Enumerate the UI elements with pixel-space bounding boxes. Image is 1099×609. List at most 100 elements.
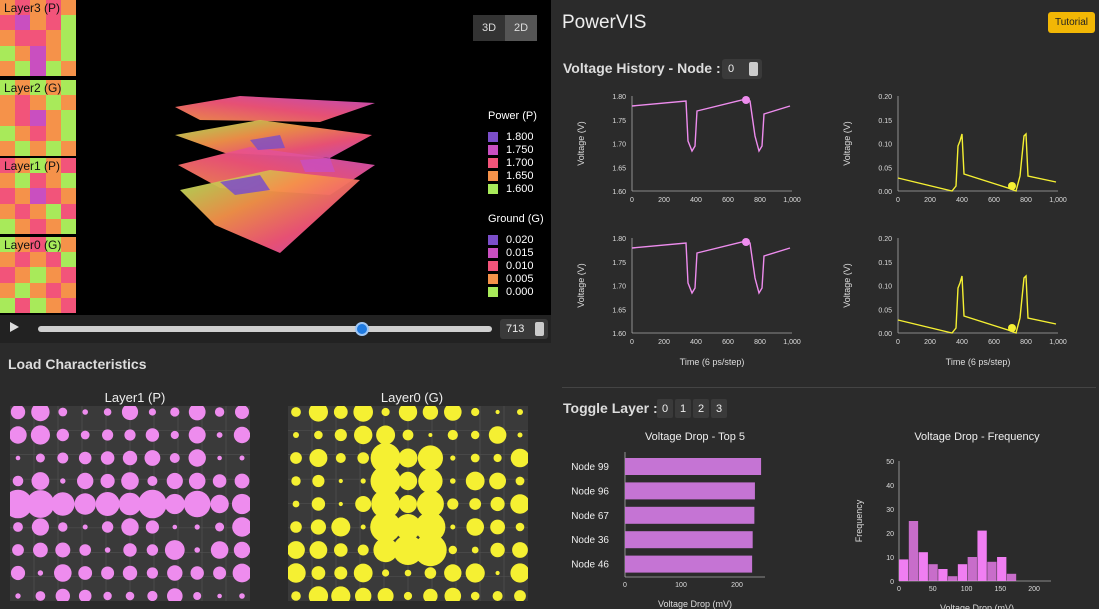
history-chart: 0.20 0.15 0.10 0.05 0.00 0 200 400 600 800 1,000 Vo… [842, 94, 1067, 204]
node-input[interactable]: 0 [722, 59, 762, 79]
load-circle [495, 409, 500, 415]
load-circle [166, 472, 183, 490]
y-tick-label: 1.70 [612, 284, 626, 291]
x-tick-label: 1,000 [1049, 339, 1067, 346]
time-slider-track[interactable] [38, 326, 492, 332]
load-circle [193, 592, 202, 600]
load-circle [517, 409, 523, 415]
load-circle [78, 451, 92, 465]
stacked-layer-surfaces[interactable] [0, 0, 551, 315]
x-tick-label: 600 [722, 339, 734, 346]
time-step-input[interactable]: 713 [500, 319, 548, 339]
load-circle [121, 406, 139, 421]
load-circle [360, 478, 366, 484]
load-circle [398, 406, 418, 422]
layer1-thumbnail[interactable]: Layer1 (P) [0, 158, 76, 234]
load-circle [125, 591, 135, 601]
tutorial-button[interactable]: Tutorial [1048, 12, 1095, 33]
load-circle [370, 511, 401, 543]
x-tick-label: 100 [961, 586, 973, 593]
load-circle [170, 407, 180, 417]
load-circle [471, 546, 479, 554]
y-tick-label: 1.75 [612, 118, 626, 125]
layer0-thumbnail[interactable]: Layer0 (G) [0, 237, 76, 313]
load-circle [213, 566, 227, 580]
load-circle [450, 455, 456, 461]
load-circle [311, 566, 326, 580]
load-circle [10, 426, 27, 444]
load-circle [415, 512, 446, 542]
history-chart: 0.20 0.15 0.10 0.05 0.00 0 200 400 600 800 1,000 Vo… [842, 236, 1067, 367]
y-axis-label: Voltage (V) [576, 121, 586, 166]
ground-legend-item: 0.005 [488, 272, 544, 285]
load-circle [57, 452, 69, 464]
spinner-arrows-icon[interactable] [749, 62, 758, 76]
load-circle [164, 493, 185, 515]
load-circle [466, 518, 484, 536]
y-tick-label: 50 [886, 459, 894, 466]
load-circle [514, 590, 526, 601]
power-legend-swatch [488, 144, 498, 155]
load-circle [123, 543, 137, 557]
load-circle [138, 489, 167, 519]
layer-option-0[interactable]: 0 [657, 399, 673, 418]
time-slider-handle[interactable] [354, 322, 369, 336]
load-circle [12, 544, 24, 556]
y-tick-label: 0.15 [878, 260, 892, 267]
top5-node-label: Node 99 [571, 462, 609, 473]
load-circle [290, 521, 302, 533]
load-circle [355, 496, 372, 512]
view-3d-button[interactable]: 3D [473, 15, 505, 41]
top5-bar [625, 555, 753, 573]
histogram-bar [957, 564, 968, 581]
x-tick-label: 0 [630, 339, 634, 346]
load-circle [216, 432, 223, 438]
power-legend-title: Power (P) [488, 110, 537, 122]
layer-3d-view[interactable]: Layer3 (P) Layer2 (G) Layer1 (P) [0, 0, 551, 315]
load-circle [101, 566, 115, 580]
x-tick-label: 50 [929, 586, 937, 593]
load-map-layer1[interactable] [10, 406, 250, 601]
current-time-marker [742, 96, 750, 104]
layer-option-2[interactable]: 2 [693, 399, 709, 418]
x-tick-label: 600 [722, 197, 734, 204]
load-circle [31, 406, 50, 422]
layer1-heatmap [0, 158, 76, 234]
load-circle [515, 522, 525, 532]
x-tick-label: 400 [690, 197, 702, 204]
layer-option-1[interactable]: 1 [675, 399, 691, 418]
play-icon[interactable] [10, 322, 19, 332]
ground-legend-swatch [488, 273, 498, 284]
load-circle [146, 567, 158, 579]
layer2-thumbnail[interactable]: Layer2 (G) [0, 80, 76, 156]
y-tick-label: 1.70 [612, 142, 626, 149]
histogram-bar [928, 564, 938, 581]
load-circle [417, 445, 443, 471]
layer-option-3[interactable]: 3 [711, 399, 727, 418]
spinner-arrows-icon[interactable] [535, 322, 544, 336]
layer1-label: Layer1 (P) [4, 159, 61, 173]
load-map-layer0[interactable] [288, 406, 528, 601]
y-tick-label: 40 [886, 483, 894, 490]
y-tick-label: 1.65 [612, 165, 626, 172]
view-2d-button[interactable]: 2D [505, 15, 537, 41]
load-circle [233, 426, 250, 444]
y-tick-label: 1.75 [612, 260, 626, 267]
layer3-thumbnail[interactable]: Layer3 (P) [0, 0, 76, 76]
load-circle [183, 490, 211, 518]
histogram-bar [987, 561, 997, 581]
load-circle [382, 569, 390, 577]
x-tick-label: 0 [897, 586, 901, 593]
load-circle [146, 544, 159, 556]
load-circle [512, 542, 528, 558]
load-circle [403, 591, 413, 601]
power-legend: Power (P) 1.800 1.750 1.700 1.650 1.600 [488, 110, 537, 195]
load-circle [418, 468, 443, 494]
layer2-heatmap [0, 80, 76, 156]
load-circle [447, 429, 458, 441]
y-tick-label: 10 [886, 555, 894, 562]
load-circle [510, 563, 528, 583]
x-tick-label: 600 [988, 339, 1000, 346]
load-circle [74, 493, 96, 515]
power-legend-item: 1.750 [488, 143, 537, 156]
